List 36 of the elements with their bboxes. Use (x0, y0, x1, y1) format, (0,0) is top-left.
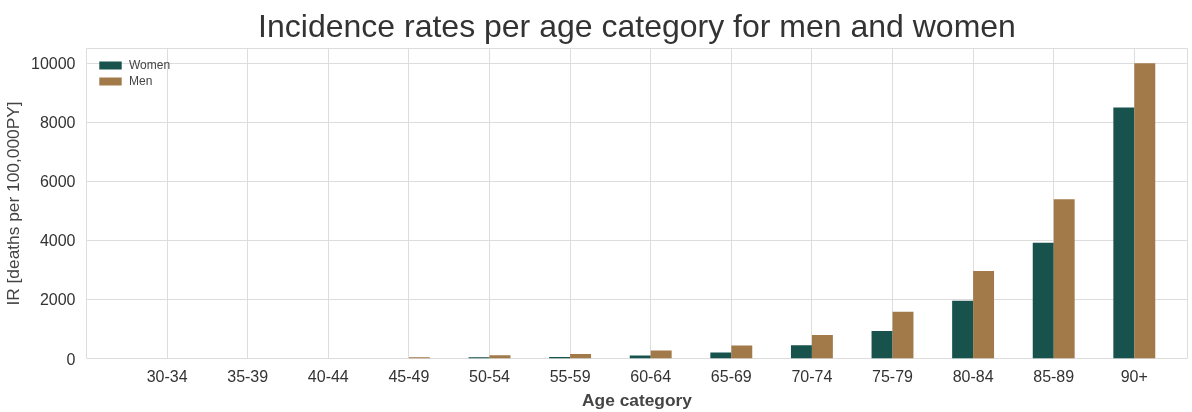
x-tick-label: 90+ (1120, 367, 1148, 385)
chart-title: Incidence rates per age category for men and women (258, 7, 1016, 44)
x-tick-label: 50-54 (469, 367, 511, 385)
bar (570, 354, 592, 359)
x-tick-label: 45-49 (388, 367, 430, 385)
y-tick-label: 10000 (31, 55, 76, 73)
y-tick-label: 0 (66, 350, 76, 368)
x-tick-label: 30-34 (146, 367, 188, 385)
bar (871, 331, 893, 359)
bar (1134, 63, 1156, 359)
bar (1113, 107, 1135, 359)
bar (973, 271, 995, 359)
x-axis-title: Age category (582, 389, 693, 410)
bar (892, 311, 914, 359)
x-tick-label: 85-89 (1033, 367, 1075, 385)
x-tick-label: 65-69 (710, 367, 752, 385)
legend-label: Men (129, 74, 153, 88)
bar (731, 345, 753, 359)
x-tick-label: 35-39 (227, 367, 269, 385)
y-tick-label: 6000 (39, 173, 76, 191)
y-tick-label: 4000 (39, 232, 76, 250)
x-tick-label: 80-84 (952, 367, 994, 385)
x-tick-label: 55-59 (549, 367, 591, 385)
bar (1053, 199, 1075, 359)
x-tick-label: 75-79 (872, 367, 914, 385)
y-tick-label: 2000 (39, 291, 76, 309)
bar (1032, 242, 1054, 359)
legend-label: Women (129, 58, 171, 72)
bar (790, 345, 812, 359)
x-tick-label: 40-44 (307, 367, 349, 385)
x-tick-label: 70-74 (791, 367, 833, 385)
bar (952, 300, 974, 359)
y-tick-label: 8000 (39, 114, 76, 132)
bar (811, 334, 833, 359)
x-tick-label: 60-64 (630, 367, 672, 385)
y-axis-title: IR [deaths per 100,000PY] (3, 101, 24, 306)
